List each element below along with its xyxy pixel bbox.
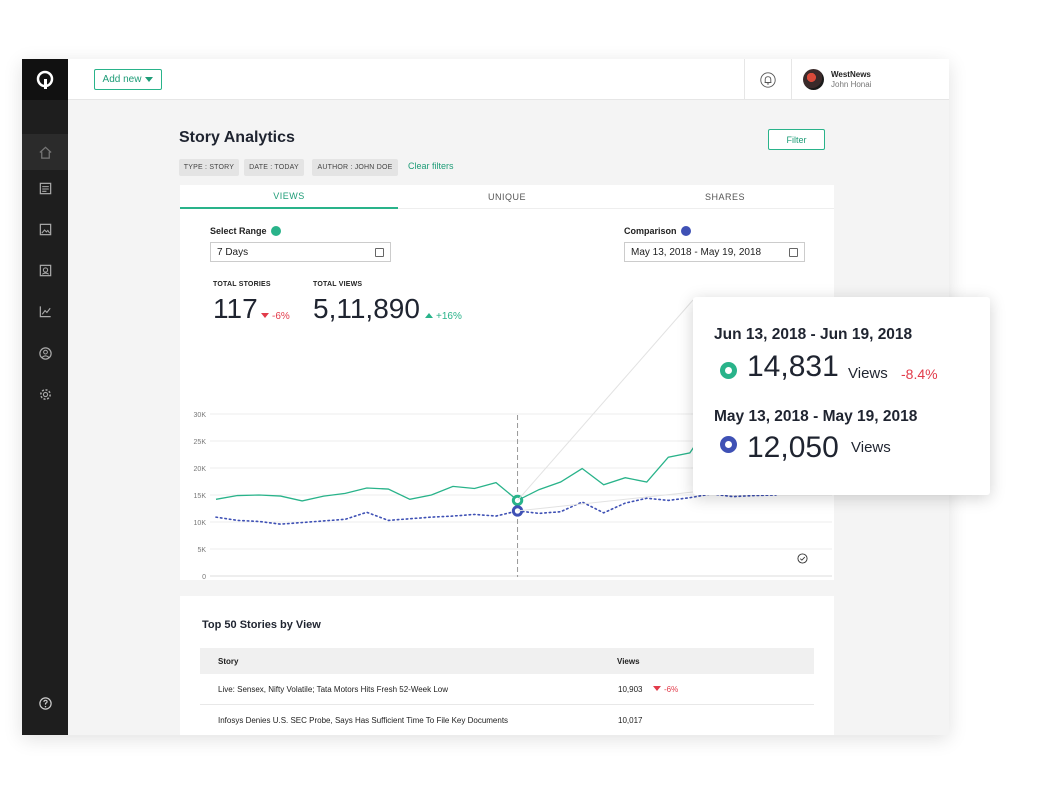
current-series-dot [270, 226, 281, 236]
top-stories-card: Top 50 Stories by View Story Views Live:… [180, 596, 834, 735]
add-new-button[interactable]: Add new [94, 69, 162, 90]
logo-icon [36, 70, 54, 89]
story-title[interactable]: Live: Sensex, Nifty Volatile; Tata Motor… [218, 685, 449, 694]
check-circle-icon[interactable] [797, 553, 808, 564]
top-bar: Add new WestNews John Honai [68, 59, 949, 100]
story-title[interactable]: Infosys Denies U.S. SEC Probe, Says Has … [218, 716, 509, 725]
y-tick-label: 0 [202, 574, 206, 580]
bell-icon [760, 71, 776, 88]
y-tick-label: 10K [194, 520, 207, 527]
sidebar-item-home[interactable] [22, 134, 68, 170]
sidebar-item-settings[interactable] [22, 376, 68, 412]
comparison-period-line [215, 493, 777, 525]
total-stories-change: -6% [261, 311, 290, 322]
tab-unique[interactable]: UNIQUE [398, 185, 616, 209]
sidebar-item-profile[interactable] [22, 335, 68, 371]
tooltip-current-change: -8.4% [901, 366, 938, 382]
analytics-icon [39, 305, 51, 317]
tooltip-current-range: Jun 13, 2018 - Jun 19, 2018 [714, 326, 913, 343]
y-tick-label: 30K [194, 412, 207, 419]
tab-shares[interactable]: SHARES [616, 185, 834, 209]
tooltip-current-unit: Views [848, 365, 888, 382]
logo[interactable] [22, 59, 68, 100]
y-tick-label: 15K [194, 493, 207, 500]
stories-icon [39, 182, 51, 194]
calendar-icon [375, 248, 384, 257]
current-period-line [215, 420, 777, 502]
media-gallery-icon [39, 264, 51, 276]
filter-button[interactable]: Filter [768, 129, 825, 150]
page-title: Story Analytics [179, 129, 295, 146]
y-tick-label: 25K [194, 439, 207, 446]
total-stories-value: 117 [213, 293, 258, 324]
tooltip-comparison-value: 12,050 [747, 431, 839, 464]
arrow-down-icon [261, 313, 269, 318]
tooltip-comparison-range: May 13, 2018 - May 19, 2018 [714, 408, 918, 425]
total-views-value: 5,11,890 [313, 293, 420, 324]
total-stories-label: TOTAL STORIES [213, 281, 271, 288]
arrow-up-icon [425, 313, 433, 318]
clear-filters-link[interactable]: Clear filters [408, 161, 454, 171]
home-icon [38, 146, 52, 159]
table-title: Top 50 Stories by View [202, 619, 321, 631]
comparison-select[interactable]: May 13, 2018 - May 19, 2018 [624, 242, 805, 262]
total-views-label: TOTAL VIEWS [313, 281, 363, 288]
current-marker-icon [720, 362, 737, 379]
column-header-views[interactable]: Views [617, 657, 640, 666]
tooltip-current-value: 14,831 [747, 350, 839, 383]
y-tick-label: 5K [197, 547, 206, 554]
range-value: 7 Days [217, 246, 249, 258]
total-views-change: +16% [425, 311, 462, 322]
user-org: WestNews [831, 70, 871, 79]
range-select[interactable]: 7 Days [210, 242, 391, 262]
comparison-marker-icon [720, 436, 737, 453]
settings-icon [39, 388, 51, 400]
add-new-label: Add new [102, 74, 142, 85]
arrow-down-icon [653, 686, 661, 691]
avatar[interactable] [803, 69, 824, 90]
current-point-marker [511, 494, 524, 507]
table-row[interactable]: Infosys Denies U.S. SEC Probe, Says Has … [200, 705, 814, 735]
tooltip-comparison-unit: Views [851, 439, 891, 456]
table-header: Story Views [200, 648, 814, 674]
select-range-label: Select Range [210, 226, 281, 236]
profile-icon [38, 346, 52, 360]
comparison-label: Comparison [624, 226, 691, 236]
chevron-down-icon [145, 77, 154, 82]
story-change-text: -6% [664, 685, 679, 694]
sidebar-item-analytics[interactable] [22, 293, 68, 329]
table-row[interactable]: Live: Sensex, Nifty Volatile; Tata Motor… [200, 674, 814, 705]
story-views: 10,903 [618, 685, 643, 694]
sidebar-item-images[interactable] [22, 211, 68, 247]
comparison-point-marker [511, 505, 524, 517]
user-name: John Honai [831, 80, 872, 89]
y-tick-label: 20K [194, 466, 207, 473]
select-range-text: Select Range [210, 226, 267, 236]
tab-views[interactable]: VIEWS [180, 185, 398, 209]
filter-chip-type[interactable]: TYPE : STORY [179, 159, 239, 176]
story-change: -6% [653, 685, 678, 694]
story-views: 10,017 [618, 716, 643, 725]
total-views-change-text: +16% [436, 311, 462, 322]
sidebar-item-stories[interactable] [22, 170, 68, 206]
sidebar-item-media[interactable] [22, 252, 68, 288]
comparison-text: Comparison [624, 226, 677, 236]
notifications-button[interactable] [744, 59, 792, 100]
sidebar-item-help[interactable] [22, 685, 68, 721]
comparison-series-dot [680, 226, 691, 236]
filter-chip-author[interactable]: AUTHOR : JOHN DOE [312, 159, 398, 176]
calendar-icon [789, 248, 798, 257]
sidebar [22, 59, 68, 735]
column-header-story[interactable]: Story [218, 657, 239, 666]
total-stories-change-text: -6% [272, 311, 290, 322]
image-icon [39, 223, 51, 235]
comparison-value: May 13, 2018 - May 19, 2018 [631, 246, 762, 258]
filter-chip-date[interactable]: DATE : TODAY [244, 159, 304, 176]
chart-tooltip: Jun 13, 2018 - Jun 19, 2018 14,831 Views… [693, 297, 990, 495]
help-icon [38, 696, 52, 710]
